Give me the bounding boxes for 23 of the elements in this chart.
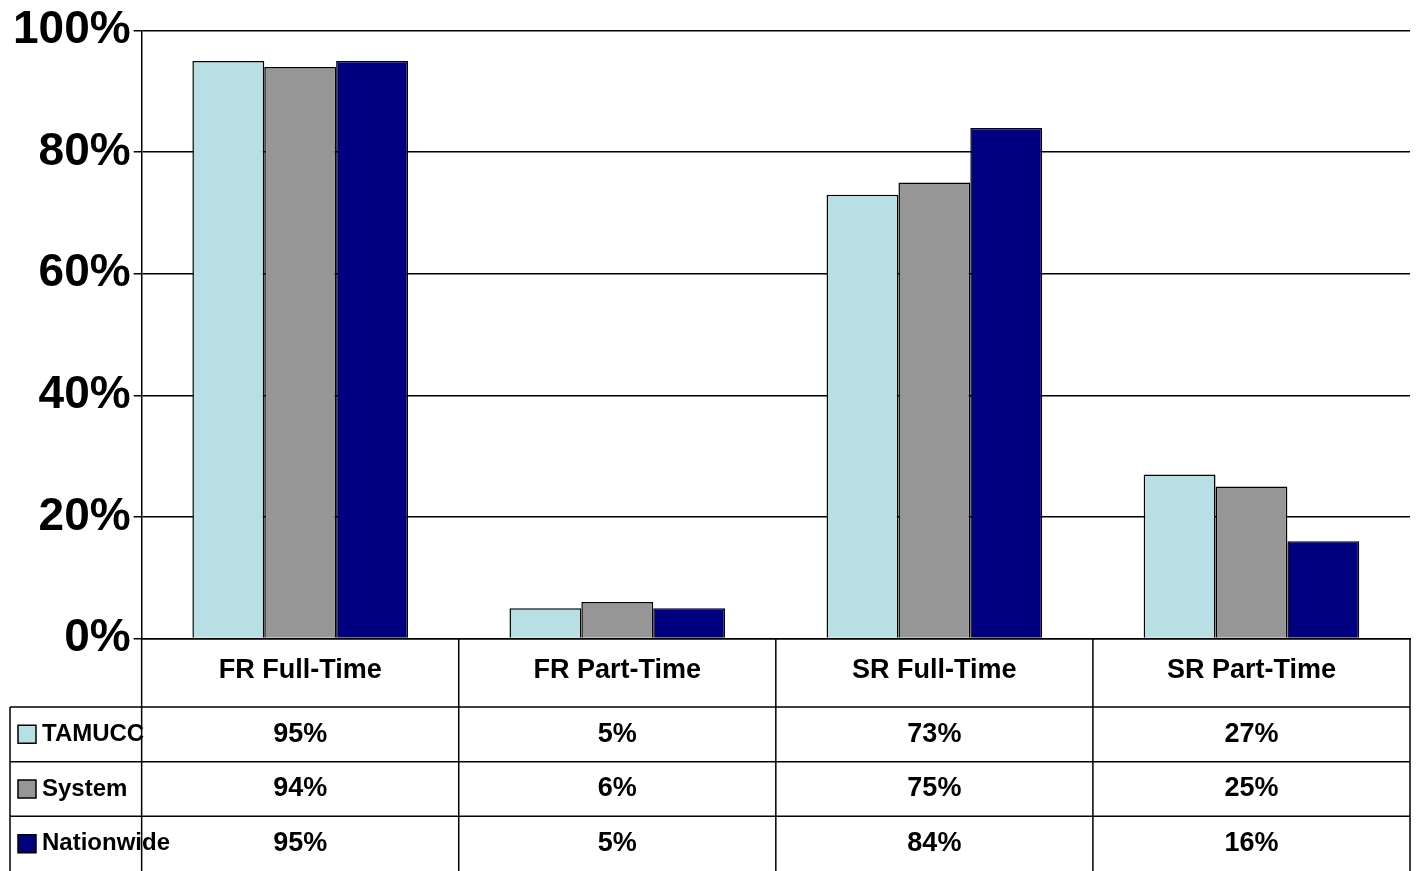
data-label: 75% <box>907 772 962 803</box>
data-label: 6% <box>597 772 637 803</box>
y-tick-label: 100% <box>12 1 131 54</box>
y-tick-label: 40% <box>38 366 131 419</box>
data-label: 94% <box>273 772 328 803</box>
data-label: 84% <box>907 827 962 858</box>
data-label: 27% <box>1224 717 1279 748</box>
legend-label: System <box>42 773 128 801</box>
x-tick-label: FR Part-Time <box>533 654 702 685</box>
x-tick-label: SR Full-Time <box>852 654 1017 685</box>
data-label: 73% <box>907 717 962 748</box>
data-label: 16% <box>1224 827 1279 858</box>
data-label: 95% <box>273 717 328 748</box>
data-label: 5% <box>597 827 637 858</box>
x-tick-label: SR Part-Time <box>1166 654 1336 685</box>
x-tick-label: FR Full-Time <box>218 654 382 685</box>
data-label: 25% <box>1224 772 1279 803</box>
data-label: 5% <box>597 717 637 748</box>
y-tick-label: 80% <box>38 122 131 175</box>
y-tick-label: 60% <box>38 244 131 297</box>
data-label: 95% <box>273 827 328 858</box>
y-tick-label: 20% <box>38 487 131 540</box>
y-tick-label: 0% <box>64 609 131 662</box>
